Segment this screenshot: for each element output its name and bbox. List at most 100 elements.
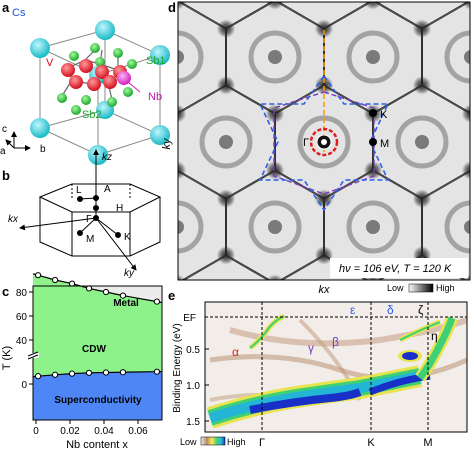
fs-center-11: [219, 135, 233, 149]
band-alpha: α: [232, 345, 239, 359]
band-zeta: ζ: [418, 303, 424, 317]
fs-center-13: [415, 135, 429, 149]
band-beta: β: [332, 335, 339, 349]
sc-point-1: [51, 371, 59, 378]
region-metal-label: Metal: [113, 298, 139, 309]
fs-ring-13: [395, 115, 449, 169]
panel-c-phase-diagram: c Metal CDW Superconductivity 0 40: [1, 272, 163, 451]
bz-label-A: A: [104, 184, 111, 195]
region-cdw-label: CDW: [82, 344, 106, 355]
region-sc-label: Superconductivity: [54, 395, 142, 406]
cs-label: Cs: [12, 7, 26, 19]
region-sc: [33, 371, 162, 420]
fs-k-spot-11-4: [217, 77, 235, 95]
point-gamma: [321, 139, 327, 145]
fs-k-spot-6-4: [266, 2, 284, 10]
fs-center-18: [464, 220, 470, 234]
fs-k-spot-0-1: [119, 19, 137, 37]
bz-label-M: M: [86, 234, 94, 245]
panel-d-letter: d: [168, 0, 176, 15]
fs-k-spot-15-2: [120, 246, 138, 264]
cdw-point-4: [102, 288, 110, 296]
sc-point-2: [68, 370, 76, 377]
c-xtick-002: 0.02: [60, 426, 80, 437]
axis-break: [27, 351, 39, 360]
e-ef-label: EF: [183, 313, 196, 324]
crystal-axes: [5, 131, 31, 151]
band-delta: δ: [387, 303, 394, 317]
e-xtick-gamma: Γ: [259, 437, 265, 449]
nb-label: Nb: [148, 91, 162, 103]
fs-k-spot-16-3: [217, 190, 236, 208]
fs-k-spot-8-3: [413, 20, 432, 38]
fs-k-spot-17-3: [315, 190, 334, 208]
fs-center-17: [366, 220, 380, 234]
c-xtick-006: 0.06: [128, 426, 148, 437]
fs-k-spot-15-4: [178, 162, 186, 180]
bz-axis-ky: ky: [124, 268, 135, 279]
d-ylabel: ky: [161, 137, 173, 150]
c-xtick-004: 0.04: [94, 426, 114, 437]
axis-c-label: c: [2, 124, 7, 135]
fs-k-spot-13-4: [413, 77, 431, 95]
sb-atoms: [57, 43, 137, 115]
e-ytick-05: 0.5: [186, 345, 200, 356]
fs-ring-7: [346, 30, 400, 84]
panel-a-letter: a: [2, 0, 10, 15]
e-ylabel: Binding Energy (eV): [172, 323, 183, 413]
d-label-m: M: [380, 138, 389, 150]
fs-center-15: [178, 220, 184, 234]
fs-center-16: [268, 220, 282, 234]
fs-ring-16: [248, 200, 302, 254]
fs-k-spot-7-3: [315, 20, 334, 38]
sc-point-4: [102, 369, 110, 376]
cdw-point-0: [34, 272, 42, 279]
e-colorbar-low: Low: [180, 437, 197, 447]
d-colorbar-high: High: [436, 283, 455, 293]
sb2-label: Sb2: [82, 109, 102, 121]
bz-axis-kx: kx: [8, 214, 19, 225]
bz-label-H: H: [116, 203, 123, 214]
photon-energy-annotation: hν = 106 eV, T = 120 K: [339, 263, 452, 275]
sc-point-0: [34, 373, 42, 380]
panel-a-crystal: a: [0, 0, 170, 165]
point-k: [369, 109, 377, 117]
d-label-k: K: [380, 109, 388, 121]
cdw-point-2: [68, 280, 76, 287]
cs-atoms: [30, 20, 170, 165]
sb1-label: Sb1: [146, 55, 166, 67]
fs-center-6: [268, 50, 282, 64]
c-ytick-60: 60: [16, 312, 28, 323]
fs-center-8: [464, 50, 470, 64]
d-colorbar-low: Low: [387, 283, 404, 293]
c-xtick-0: 0: [33, 426, 39, 437]
bz-label-K: K: [124, 232, 131, 243]
fs-ring-11: [199, 115, 253, 169]
sc-markers: [34, 368, 161, 380]
d-colorbar: [408, 283, 434, 293]
e-xtick-m: M: [423, 437, 432, 449]
e-ytick-10: 1.0: [186, 381, 200, 392]
sc-point-5: [119, 369, 127, 376]
panel-b-letter: b: [2, 168, 10, 183]
band-eta: η: [431, 329, 438, 343]
fs-k-spot-21-4: [217, 247, 235, 265]
point-m: [369, 138, 377, 146]
bz-axis-kz: kz: [102, 152, 112, 163]
c-ytick-80: 80: [16, 288, 28, 299]
gamma-pocket-outer: [309, 127, 339, 157]
band-epsilon: ε: [350, 303, 356, 317]
purple-hexagon: [273, 91, 375, 195]
fs-k-spot-22-4: [315, 247, 333, 265]
nb-atom: [117, 71, 131, 85]
axis-a-label: a: [0, 146, 6, 157]
fs-k-spot-21-3: [178, 275, 186, 280]
fs-k-spot-16-4: [266, 162, 284, 180]
fs-ring-17: [346, 200, 400, 254]
fs-k-spot-8-4: [462, 2, 470, 10]
fs-k-spot-22-3: [267, 275, 284, 280]
panel-e-letter: e: [168, 288, 175, 303]
bz-hexagon-0: [80, 0, 177, 28]
fs-k-spot-14-3: [462, 105, 470, 123]
